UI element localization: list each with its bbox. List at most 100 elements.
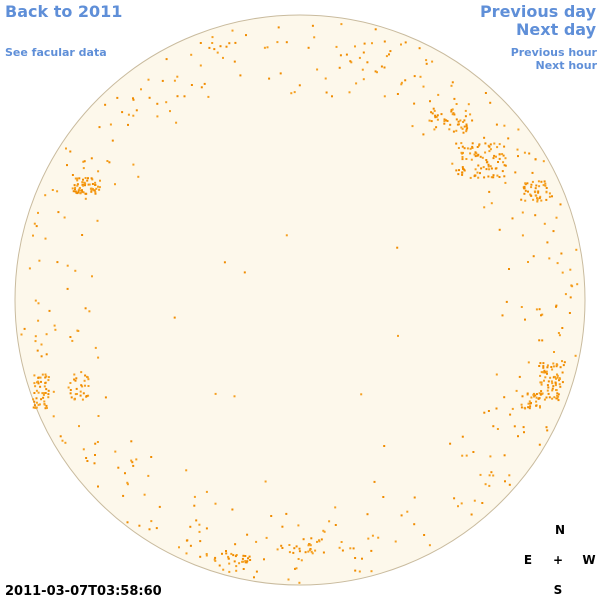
facula bbox=[487, 410, 490, 412]
facula bbox=[43, 392, 46, 395]
facula bbox=[504, 480, 506, 483]
facula bbox=[400, 43, 402, 46]
facula bbox=[440, 113, 443, 116]
facula bbox=[548, 257, 551, 260]
facula bbox=[545, 187, 548, 189]
facula bbox=[239, 74, 242, 77]
facula bbox=[529, 402, 532, 405]
facula bbox=[320, 538, 323, 541]
facula bbox=[413, 523, 416, 526]
facula bbox=[238, 562, 241, 565]
facula bbox=[34, 335, 37, 338]
facula bbox=[463, 125, 466, 128]
facula bbox=[489, 165, 492, 168]
facula bbox=[556, 262, 559, 265]
facula bbox=[57, 211, 60, 214]
facula bbox=[293, 91, 296, 94]
solar-disk bbox=[14, 14, 586, 586]
facular-link[interactable]: See facular data bbox=[5, 46, 107, 59]
facula bbox=[556, 376, 559, 379]
facula bbox=[130, 440, 133, 443]
facula bbox=[559, 366, 562, 369]
facula bbox=[528, 407, 531, 410]
facula bbox=[496, 428, 499, 430]
facula bbox=[523, 187, 526, 190]
facula bbox=[84, 197, 87, 200]
facula bbox=[406, 510, 409, 513]
facula bbox=[422, 133, 425, 136]
facula bbox=[540, 381, 543, 384]
facula bbox=[80, 371, 83, 374]
facula bbox=[524, 189, 527, 192]
facula bbox=[485, 168, 488, 171]
facula bbox=[42, 393, 45, 396]
facula bbox=[338, 546, 341, 549]
facula bbox=[527, 190, 529, 193]
facula bbox=[127, 113, 130, 116]
facula bbox=[318, 540, 321, 543]
facula bbox=[487, 165, 490, 168]
facula bbox=[205, 553, 208, 555]
facula bbox=[78, 177, 81, 180]
previous-hour-link[interactable]: Previous hour bbox=[511, 46, 598, 59]
next-hour-link[interactable]: Next hour bbox=[536, 59, 598, 72]
facula bbox=[461, 166, 464, 169]
facula bbox=[132, 114, 135, 117]
facula bbox=[148, 528, 151, 531]
facula bbox=[200, 86, 203, 89]
facula bbox=[93, 189, 96, 192]
facula bbox=[538, 397, 541, 400]
facula bbox=[527, 402, 530, 405]
facula bbox=[358, 56, 361, 59]
previous-day-link[interactable]: Previous day bbox=[480, 2, 597, 21]
facula bbox=[513, 425, 516, 428]
facula bbox=[44, 373, 47, 376]
facula bbox=[340, 23, 343, 26]
facula bbox=[540, 371, 543, 374]
facula bbox=[175, 121, 178, 124]
facula bbox=[460, 142, 463, 145]
facula bbox=[45, 353, 48, 356]
facula bbox=[559, 385, 562, 388]
facula bbox=[546, 241, 549, 244]
facula bbox=[111, 139, 114, 142]
facula bbox=[199, 555, 202, 558]
facula bbox=[94, 181, 97, 184]
facula bbox=[69, 382, 72, 384]
facula bbox=[280, 544, 283, 547]
facula bbox=[553, 396, 556, 399]
facula bbox=[465, 125, 468, 127]
facula bbox=[511, 217, 514, 220]
facula bbox=[548, 195, 551, 198]
facula bbox=[485, 161, 488, 164]
facula bbox=[199, 42, 202, 44]
facula bbox=[47, 379, 50, 382]
facula bbox=[74, 188, 76, 191]
facula bbox=[87, 394, 90, 397]
facula bbox=[71, 174, 74, 176]
facula bbox=[503, 164, 506, 167]
facula bbox=[198, 530, 201, 533]
facula bbox=[264, 480, 267, 483]
facula bbox=[484, 142, 487, 145]
facula bbox=[556, 363, 559, 366]
facula bbox=[466, 147, 469, 150]
facula bbox=[493, 154, 496, 157]
facula bbox=[33, 400, 36, 403]
facula bbox=[358, 570, 361, 573]
facula bbox=[455, 142, 458, 145]
facula bbox=[540, 390, 543, 393]
facula bbox=[74, 269, 77, 272]
facula bbox=[524, 318, 526, 321]
facula bbox=[309, 548, 312, 550]
facula bbox=[140, 88, 142, 91]
facula bbox=[516, 148, 519, 151]
facula bbox=[433, 109, 436, 112]
facula bbox=[94, 454, 96, 456]
facula bbox=[521, 234, 524, 237]
next-day-link[interactable]: Next day bbox=[516, 20, 597, 39]
facula bbox=[143, 493, 146, 496]
back-link[interactable]: Back to 2011 bbox=[5, 2, 122, 21]
facula bbox=[558, 334, 561, 337]
facula bbox=[40, 380, 42, 383]
